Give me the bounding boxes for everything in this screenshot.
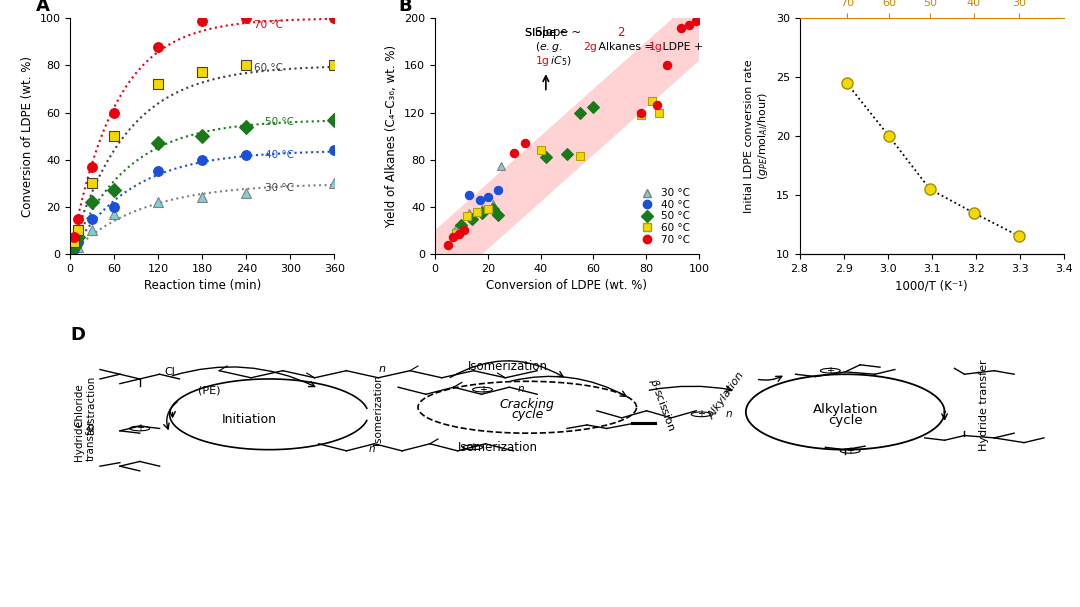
- Text: +: +: [469, 443, 476, 452]
- Text: Hydride transfer: Hydride transfer: [980, 359, 989, 450]
- Text: +: +: [846, 446, 854, 456]
- Text: Slope ~: Slope ~: [525, 28, 572, 38]
- Text: Hydride
transfer: Hydride transfer: [75, 419, 96, 461]
- Text: 2: 2: [617, 26, 624, 39]
- Text: A: A: [36, 0, 50, 15]
- Text: Initiation: Initiation: [221, 413, 276, 426]
- Text: $iC_5$): $iC_5$): [548, 55, 571, 68]
- Text: +: +: [478, 385, 487, 395]
- Text: ($e.g.$: ($e.g.$: [536, 40, 566, 54]
- Text: Slope ~: Slope ~: [525, 28, 572, 38]
- Text: Alkylation: Alkylation: [706, 370, 746, 421]
- Text: Isomerization: Isomerization: [468, 359, 548, 373]
- X-axis label: Conversion of LDPE (wt. %): Conversion of LDPE (wt. %): [486, 279, 648, 292]
- Text: Slope ~: Slope ~: [536, 26, 585, 39]
- Text: 1g: 1g: [649, 42, 663, 52]
- Text: D: D: [70, 325, 85, 344]
- Legend: 30 °C, 40 °C, 50 °C, 60 °C, 70 °C: 30 °C, 40 °C, 50 °C, 60 °C, 70 °C: [633, 184, 694, 249]
- X-axis label: Reaction time (min): Reaction time (min): [144, 279, 261, 292]
- Text: +: +: [136, 424, 144, 433]
- Text: n: n: [517, 384, 524, 394]
- Text: Alkylation: Alkylation: [812, 403, 878, 416]
- Text: (PE): (PE): [198, 385, 220, 395]
- Text: cycle: cycle: [511, 408, 543, 421]
- Y-axis label: Initial LDPE conversion rate
($g_{PE}$/mol$_{Al}$/hour): Initial LDPE conversion rate ($g_{PE}$/m…: [744, 59, 770, 213]
- Text: Cracking: Cracking: [500, 398, 555, 412]
- Polygon shape: [435, 0, 713, 296]
- Text: +: +: [826, 365, 835, 376]
- Text: Alkanes =: Alkanes =: [595, 42, 657, 52]
- Text: n: n: [368, 444, 375, 454]
- Y-axis label: Conversion of LDPE (wt. %): Conversion of LDPE (wt. %): [21, 56, 33, 217]
- Text: cycle: cycle: [828, 414, 863, 427]
- Text: 50 °C: 50 °C: [265, 117, 294, 127]
- Text: Cl: Cl: [164, 367, 175, 377]
- Text: Isomerization: Isomerization: [374, 375, 383, 445]
- Text: B: B: [397, 0, 411, 15]
- Text: Chloride
abstraction: Chloride abstraction: [75, 375, 96, 435]
- Text: +: +: [697, 409, 705, 419]
- Text: n: n: [726, 409, 732, 419]
- Text: 30 °C: 30 °C: [265, 183, 294, 193]
- Text: $\beta$-scission: $\beta$-scission: [647, 376, 678, 433]
- Text: LDPE +: LDPE +: [660, 42, 707, 52]
- Text: 60 °C: 60 °C: [254, 63, 283, 73]
- Y-axis label: Yield of Alkanes (C₄–C₃₆, wt. %): Yield of Alkanes (C₄–C₃₆, wt. %): [386, 44, 399, 228]
- X-axis label: 1000/T (K⁻¹): 1000/T (K⁻¹): [895, 279, 968, 292]
- Text: Isomerization: Isomerization: [458, 441, 538, 454]
- Text: 40 °C: 40 °C: [265, 150, 294, 160]
- Text: 70 °C: 70 °C: [254, 20, 283, 30]
- Text: 2g: 2g: [583, 42, 597, 52]
- Text: n: n: [378, 364, 386, 374]
- Text: 1g: 1g: [536, 56, 549, 66]
